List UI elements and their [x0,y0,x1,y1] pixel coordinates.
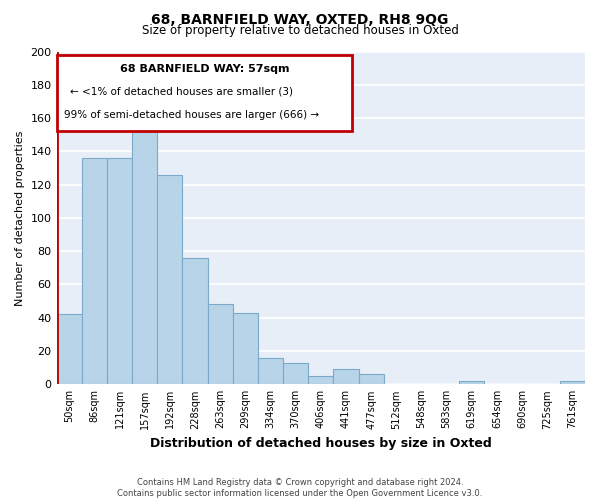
FancyBboxPatch shape [56,55,352,132]
Text: Contains HM Land Registry data © Crown copyright and database right 2024.
Contai: Contains HM Land Registry data © Crown c… [118,478,482,498]
Bar [157,174,182,384]
Bar [283,362,308,384]
Bar [359,374,383,384]
Y-axis label: Number of detached properties: Number of detached properties [15,130,25,306]
Bar [132,132,157,384]
Bar [459,381,484,384]
Bar [233,313,258,384]
Bar [182,258,208,384]
Text: ← <1% of detached houses are smaller (3): ← <1% of detached houses are smaller (3) [70,86,293,97]
Text: 68 BARNFIELD WAY: 57sqm: 68 BARNFIELD WAY: 57sqm [120,64,289,74]
Text: 68, BARNFIELD WAY, OXTED, RH8 9QG: 68, BARNFIELD WAY, OXTED, RH8 9QG [151,12,449,26]
Bar [208,304,233,384]
Bar [258,358,283,384]
Text: 99% of semi-detached houses are larger (666) →: 99% of semi-detached houses are larger (… [64,110,320,120]
Bar [560,381,585,384]
Bar [82,158,107,384]
Bar [56,314,82,384]
X-axis label: Distribution of detached houses by size in Oxted: Distribution of detached houses by size … [150,437,491,450]
Bar [308,376,334,384]
Bar [334,370,359,384]
Text: Size of property relative to detached houses in Oxted: Size of property relative to detached ho… [142,24,458,37]
Bar [107,158,132,384]
